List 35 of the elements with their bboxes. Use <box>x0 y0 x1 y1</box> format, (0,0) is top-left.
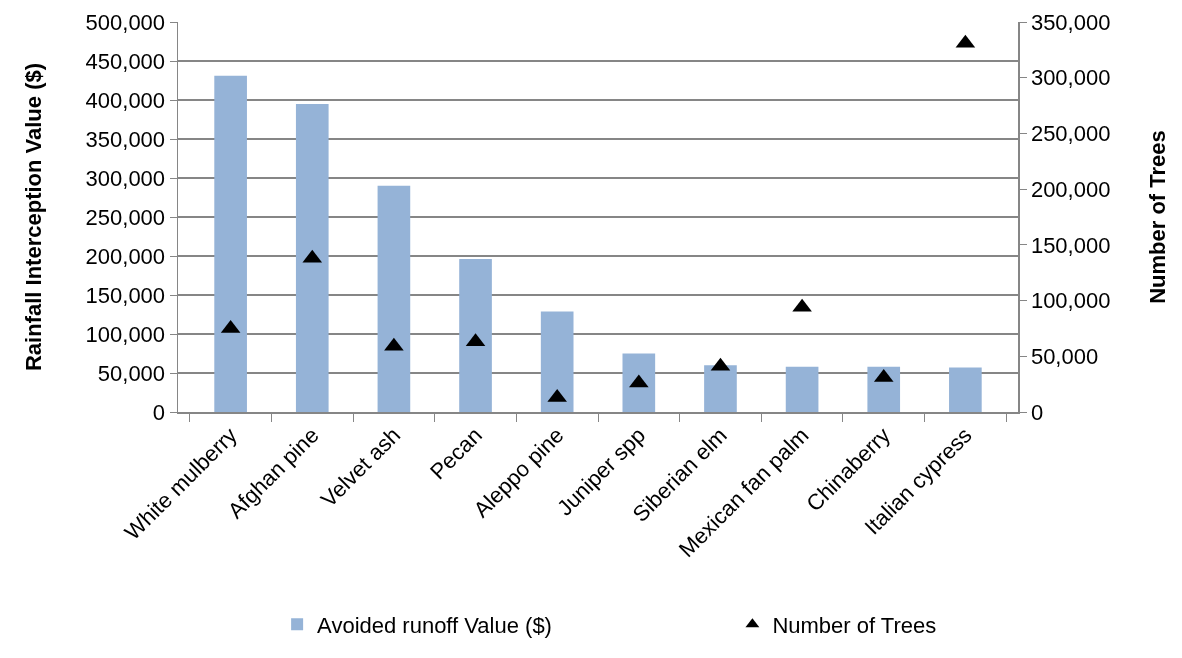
bar <box>540 311 574 412</box>
y2-tick-label: 100,000 <box>1030 288 1111 314</box>
y-tick-label: 450,000 <box>85 48 166 74</box>
y2-tick-label: 300,000 <box>1030 65 1111 91</box>
y-tick-label: 150,000 <box>85 282 166 308</box>
y2-tick-label: 250,000 <box>1030 121 1111 147</box>
y2-tick-label: 50,000 <box>1030 343 1099 369</box>
point <box>792 298 812 312</box>
bar <box>949 367 982 412</box>
y2-tick-label: 0 <box>1030 399 1044 425</box>
y-tick-label: 100,000 <box>85 321 166 347</box>
y2-tick-label: 200,000 <box>1030 176 1111 202</box>
y-tick-label: 200,000 <box>85 243 166 269</box>
bar <box>704 365 737 412</box>
legend-label: Number of Trees <box>772 612 937 638</box>
y2-axis-title: Number of Trees <box>1145 130 1171 304</box>
y-tick-label: 0 <box>152 399 166 425</box>
bar <box>377 185 411 412</box>
bar <box>867 366 901 412</box>
y-tick-label: 400,000 <box>85 87 166 113</box>
bar <box>785 366 819 412</box>
bar <box>214 75 247 412</box>
bar <box>622 353 656 412</box>
y2-tick-label: 150,000 <box>1030 232 1111 258</box>
legend-label: Avoided runoff Value ($) <box>317 612 552 638</box>
point <box>384 337 404 351</box>
y-tick-label: 250,000 <box>85 204 166 230</box>
y-tick-label: 300,000 <box>85 165 166 191</box>
y-tick-label: 350,000 <box>85 126 166 152</box>
y-tick-label: 500,000 <box>85 9 166 35</box>
y2-tick-label: 350,000 <box>1030 9 1111 35</box>
bar <box>295 103 329 412</box>
bar <box>459 259 492 412</box>
y-tick-label: 50,000 <box>97 360 166 386</box>
y-axis-title: Rainfall Interception Value ($) <box>20 62 46 372</box>
